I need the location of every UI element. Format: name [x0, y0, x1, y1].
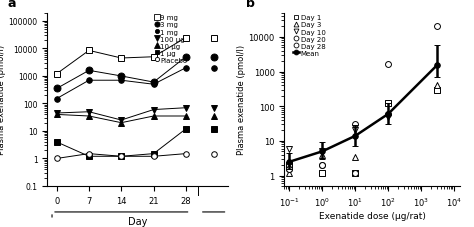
Point	[319, 163, 326, 167]
X-axis label: Day: Day	[128, 216, 147, 226]
Text: b: b	[246, 0, 255, 10]
Point	[286, 168, 293, 171]
Y-axis label: Plasma exenatide (pmol/l): Plasma exenatide (pmol/l)	[0, 45, 6, 155]
Point	[286, 163, 293, 167]
Point	[352, 129, 359, 133]
Point	[384, 63, 392, 67]
Point	[433, 25, 440, 29]
Point	[352, 171, 359, 175]
Point	[433, 89, 440, 92]
Legend: Day 1, Day 3, Day 10, Day 20, Day 28, Mean: Day 1, Day 3, Day 10, Day 20, Day 28, Me…	[293, 15, 326, 56]
Point	[352, 123, 359, 127]
Point	[352, 171, 359, 175]
Text: a: a	[8, 0, 16, 10]
Point	[319, 153, 326, 157]
Legend: 9 mg, 3 mg, 1 mg, 100 μg, 10 μg, 1 μg, Placebo: 9 mg, 3 mg, 1 mg, 100 μg, 10 μg, 1 μg, P…	[155, 15, 187, 63]
Point	[286, 171, 293, 175]
Point	[352, 155, 359, 159]
Point	[384, 102, 392, 106]
Point	[319, 163, 326, 167]
Point	[286, 168, 293, 171]
Y-axis label: Plasma exenatide (pmol/l): Plasma exenatide (pmol/l)	[237, 45, 246, 155]
Point	[433, 84, 440, 88]
Point	[286, 147, 293, 151]
Point	[319, 171, 326, 175]
Point	[384, 115, 392, 119]
X-axis label: Exenatide dose (μg/rat): Exenatide dose (μg/rat)	[319, 211, 426, 220]
Point	[384, 113, 392, 116]
Point	[319, 150, 326, 153]
